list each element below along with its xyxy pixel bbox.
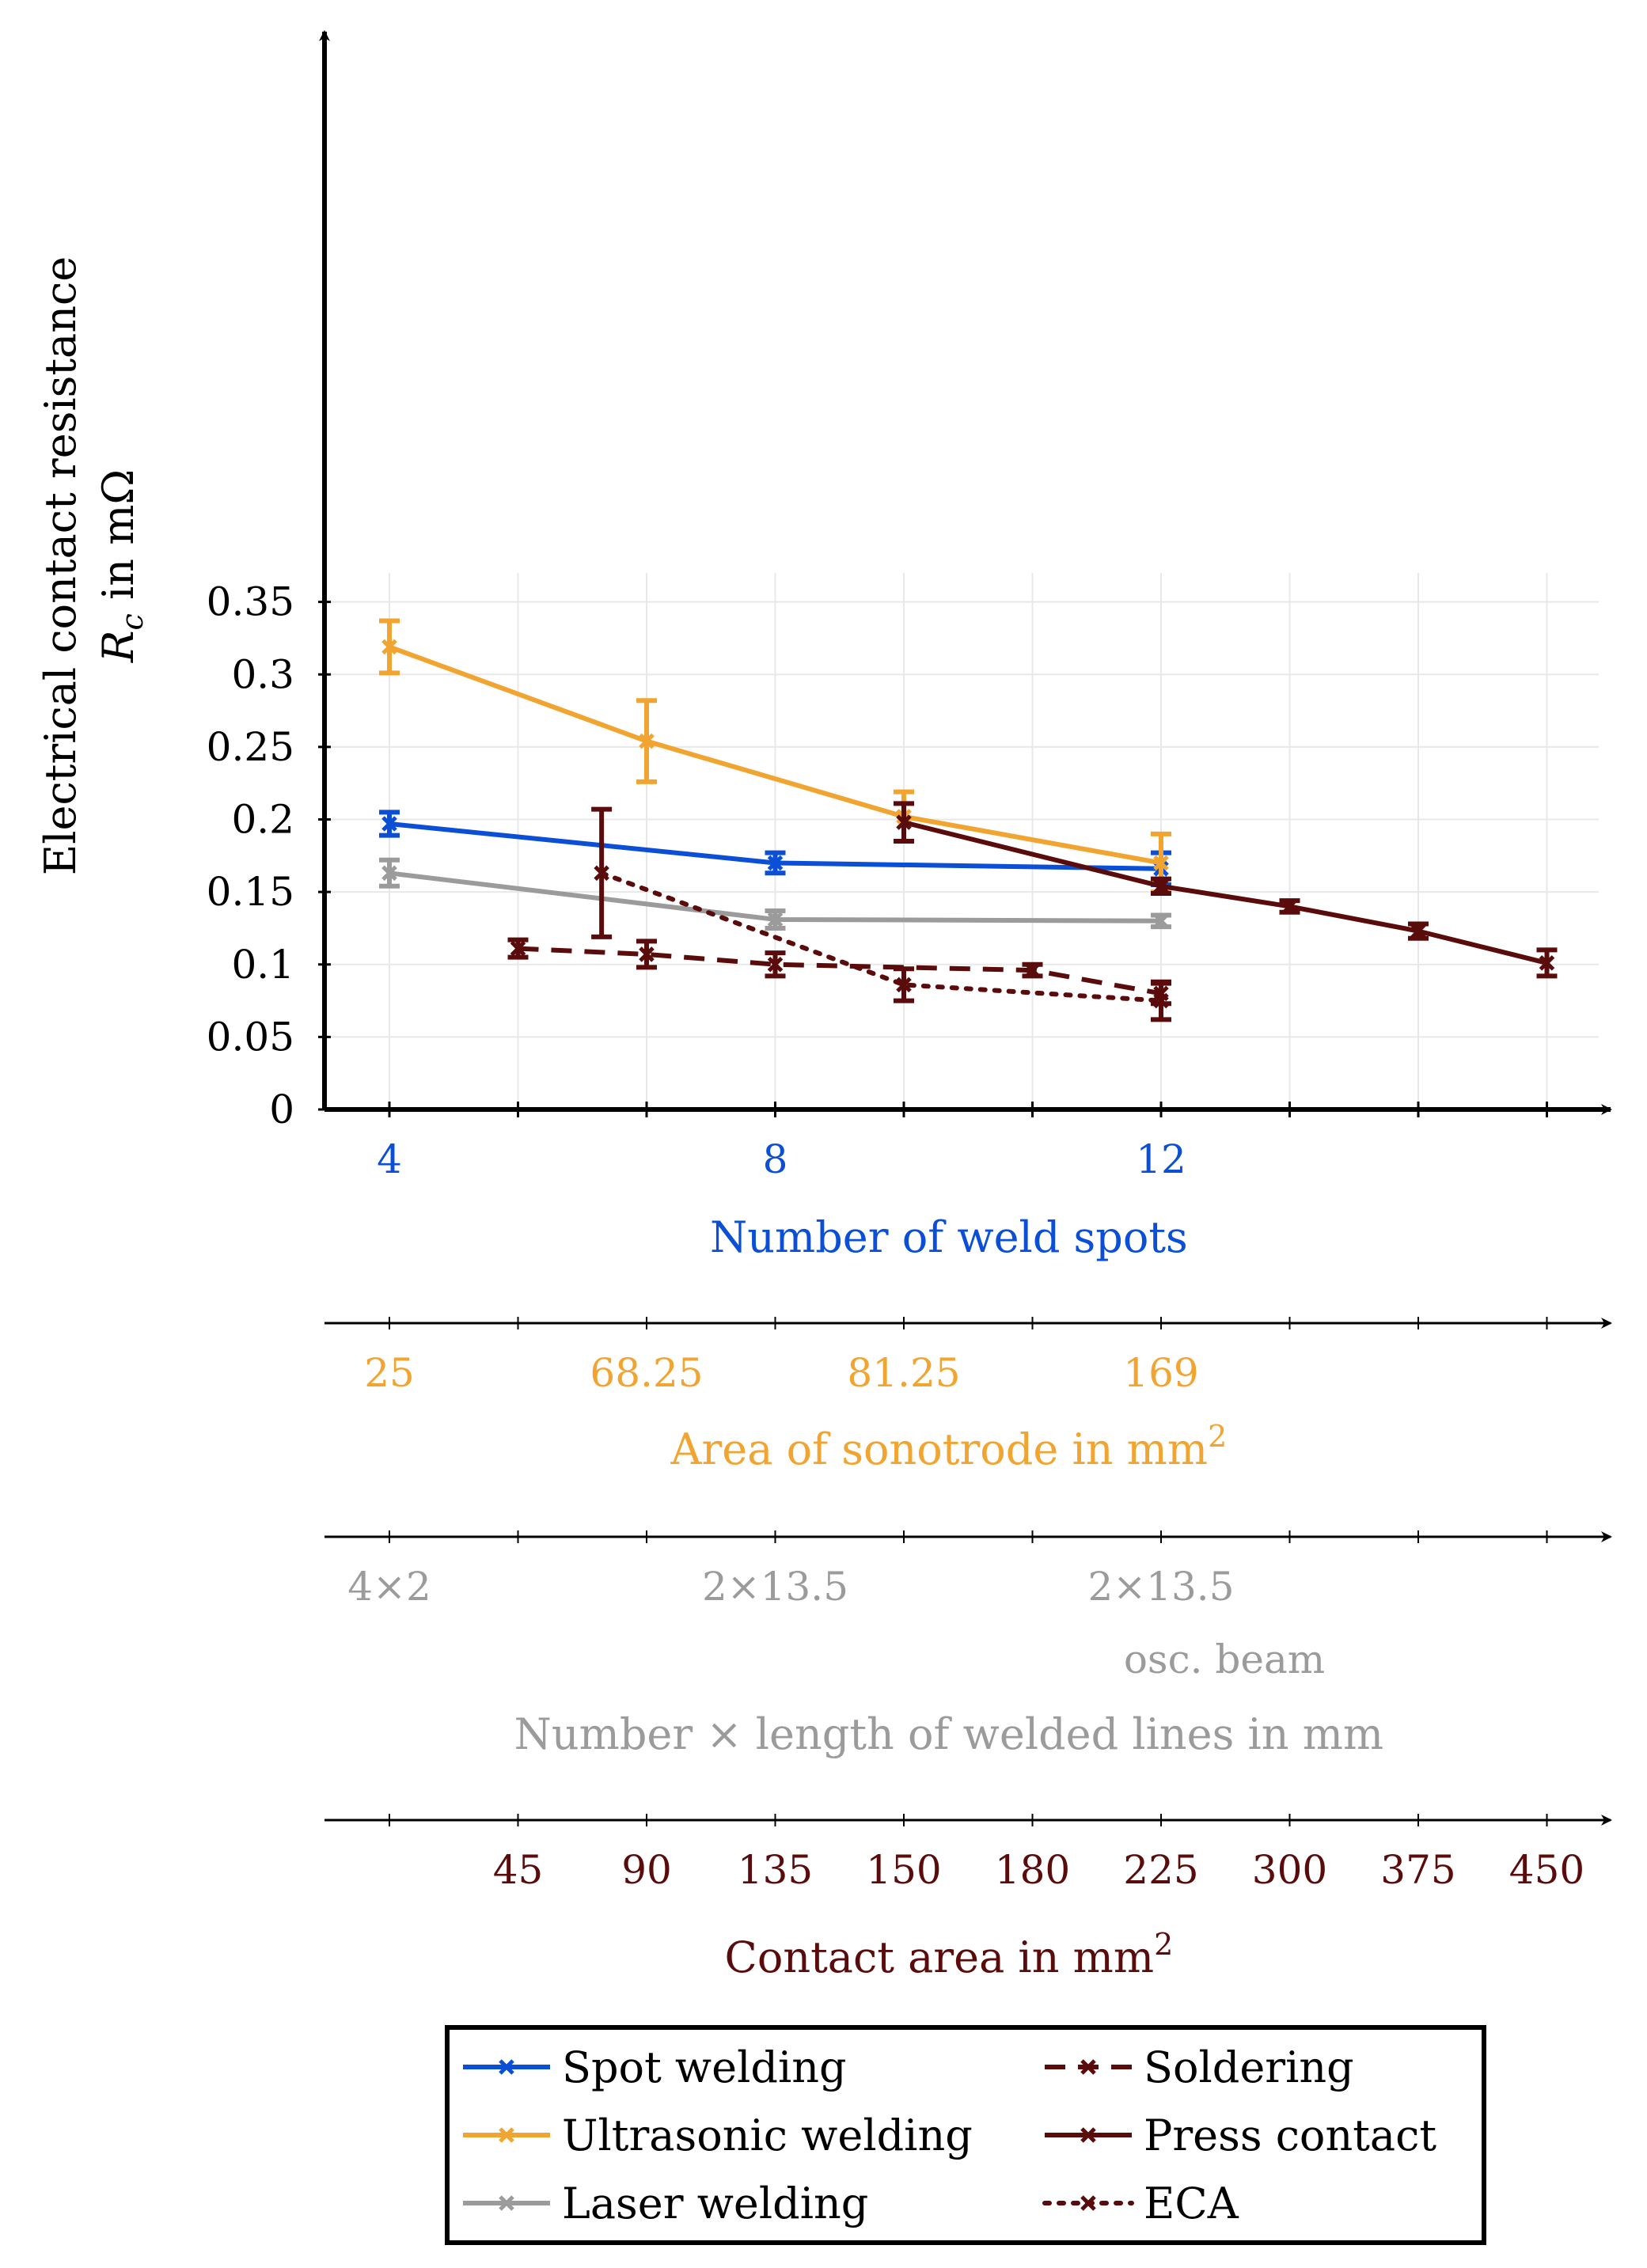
- legend-entry: Press contact: [1045, 2111, 1436, 2160]
- data-point-marker: [1080, 2059, 1096, 2075]
- legend-label: Laser welding: [562, 2179, 868, 2228]
- data-point-marker: [1080, 2127, 1096, 2143]
- data-point-marker: [1153, 878, 1169, 894]
- legend: Spot welding Ultrasonic welding Laser weld…: [445, 2025, 1486, 2245]
- x-tick-label: 12: [1136, 1136, 1186, 1182]
- y-tick-label: 0.35: [207, 579, 294, 625]
- axes: 0 0.05 0.1 0.15 0.2 0.25 0.3 0.35: [207, 30, 1612, 1132]
- legend-label: Spot welding: [562, 2042, 847, 2092]
- x-axis-weld-spots: 4 8 12 Number of weld spots: [377, 1136, 1188, 1262]
- y-axis-title: Electrical contact resistance Rc in mΩ: [36, 256, 150, 875]
- x-tick-label: 2×13.5: [702, 1564, 848, 1610]
- legend-entry: ECA: [1042, 2179, 1239, 2228]
- data-point-marker: [896, 977, 912, 993]
- x-tick-label-line2: osc. beam: [1124, 1637, 1325, 1682]
- y-axis-title-line2: Rc in mΩ: [93, 469, 150, 663]
- data-point-marker: [510, 940, 526, 957]
- series-layer: [379, 618, 1558, 1022]
- y-tick-label: 0.2: [231, 797, 294, 843]
- x-axes: 4 8 12 Number of weld spots 25 68.25 81.25 169 A…: [324, 1136, 1612, 1982]
- data-point-marker: [767, 912, 784, 927]
- x-axis-title: Area of sonotrode in mm2: [670, 1419, 1227, 1474]
- legend-box: [445, 2025, 1486, 2245]
- x-axis-title: Number of weld spots: [710, 1212, 1188, 1262]
- x-axis-sonotrode: 25 68.25 81.25 169 Area of sonotrode in mm2: [324, 1317, 1612, 1474]
- data-point-marker: [381, 865, 397, 882]
- data-point-marker: [1153, 992, 1169, 1009]
- y-tick-label: 0: [269, 1087, 294, 1132]
- series-laser-welding: [379, 857, 1171, 931]
- legend-entry: Spot welding: [463, 2042, 847, 2092]
- x-tick-label: 4×2: [347, 1564, 431, 1610]
- data-point-marker: [896, 814, 912, 830]
- y-tick-label: 0.3: [231, 651, 294, 697]
- series-line: [518, 946, 1162, 996]
- x-tick-label: 300: [1252, 1847, 1327, 1893]
- data-point-marker: [1153, 855, 1169, 871]
- x-tick-label: 25: [364, 1350, 415, 1396]
- legend-label: Ultrasonic welding: [562, 2111, 973, 2160]
- x-tick-label: 81.25: [847, 1350, 960, 1396]
- data-point-marker: [1024, 962, 1041, 978]
- x-tick-label: 68.25: [590, 1350, 703, 1396]
- x-tick-label: 90: [621, 1847, 672, 1893]
- data-point-marker: [499, 2059, 514, 2075]
- data-point-marker: [381, 639, 397, 655]
- x-axis-title: Contact area in mm2: [725, 1927, 1174, 1982]
- data-point-marker: [381, 816, 397, 832]
- x-tick-label: 169: [1123, 1350, 1198, 1396]
- data-point-marker: [1410, 923, 1426, 939]
- data-point-marker: [767, 855, 784, 871]
- x-tick-label: 150: [866, 1847, 941, 1893]
- legend-label: Soldering: [1144, 2042, 1354, 2092]
- y-axis-title-line1: Electrical contact resistance: [36, 256, 85, 875]
- legend-label: ECA: [1144, 2179, 1239, 2228]
- series-eca: [591, 806, 1171, 1022]
- x-tick-label: 45: [493, 1847, 544, 1893]
- legend-entry: Soldering: [1045, 2042, 1354, 2092]
- grid: [324, 572, 1599, 1109]
- data-point-marker: [639, 733, 655, 749]
- x-tick-label: 135: [738, 1847, 813, 1893]
- x-axis-welded-lines: 4×2 2×13.5 2×13.5 osc. beam Number × length …: [324, 1530, 1612, 1759]
- x-axis-title: Number × length of welded lines in mm: [514, 1709, 1384, 1759]
- series-press-contact: [894, 801, 1558, 979]
- legend-entry: Laser welding: [463, 2179, 868, 2228]
- x-tick-label: 4: [377, 1136, 402, 1182]
- x-tick-label: 180: [995, 1847, 1070, 1893]
- data-point-marker: [594, 865, 609, 882]
- y-tick-label: 0.1: [231, 942, 294, 988]
- data-point-marker: [499, 2127, 514, 2143]
- data-point-marker: [639, 946, 655, 962]
- x-tick-label: 8: [763, 1136, 788, 1182]
- data-point-marker: [499, 2195, 514, 2211]
- data-point-marker: [1539, 955, 1555, 971]
- y-tick-label: 0.05: [207, 1014, 294, 1060]
- series-line: [388, 644, 1162, 866]
- data-point-marker: [767, 956, 784, 973]
- x-tick-label: 225: [1123, 1847, 1198, 1893]
- y-tick-label: 0.15: [207, 869, 294, 915]
- x-tick-label: 450: [1509, 1847, 1584, 1893]
- legend-label: Press contact: [1144, 2111, 1436, 2160]
- data-point-marker: [1281, 898, 1298, 915]
- y-tick-label: 0.25: [207, 724, 294, 770]
- x-tick-label: 375: [1380, 1847, 1455, 1893]
- legend-entry: Ultrasonic welding: [463, 2111, 973, 2160]
- data-point-marker: [1080, 2195, 1096, 2211]
- data-point-marker: [1153, 913, 1169, 929]
- x-axis-contact-area: 45 90 135 150 180 225 300 375 450 Contact area in…: [324, 1814, 1612, 1982]
- x-tick-label: 2×13.5: [1087, 1564, 1234, 1610]
